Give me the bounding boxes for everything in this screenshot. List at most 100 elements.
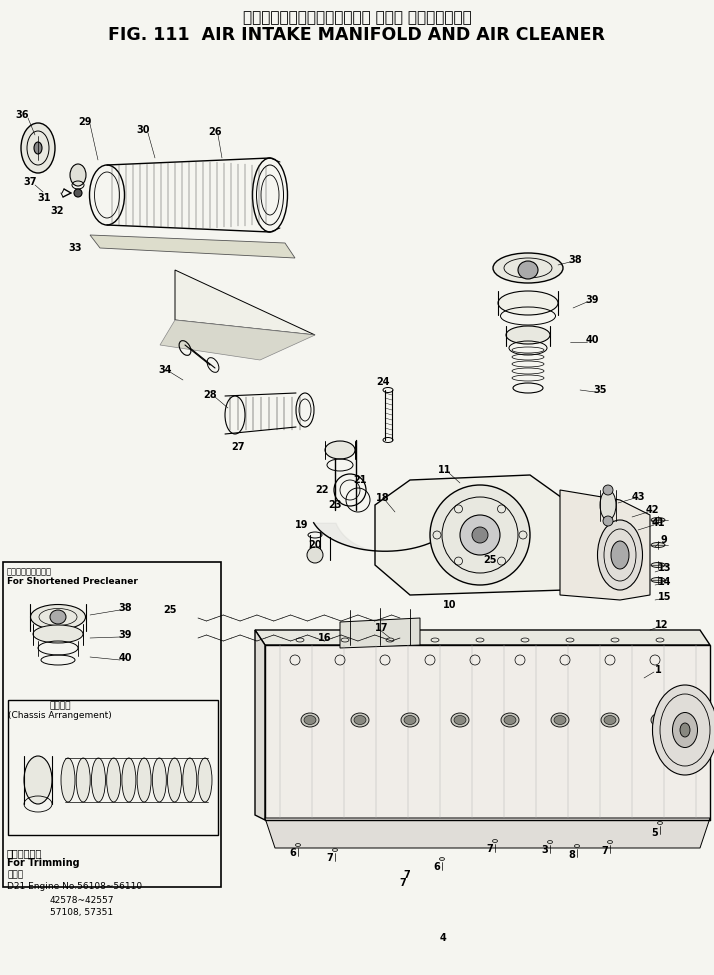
Ellipse shape [91,758,106,802]
Circle shape [472,527,488,543]
Text: 20: 20 [308,540,322,550]
Ellipse shape [354,716,366,724]
Ellipse shape [651,577,665,582]
Polygon shape [265,818,710,848]
Ellipse shape [333,848,338,851]
Text: D21 Engine No.56108~56110: D21 Engine No.56108~56110 [7,882,142,891]
Text: 車体準配: 車体準配 [49,701,71,711]
Ellipse shape [651,542,665,548]
Text: 37: 37 [24,177,36,187]
Circle shape [430,485,530,585]
Text: 40: 40 [585,335,599,345]
Text: 6: 6 [433,862,441,872]
Text: 5: 5 [652,828,658,838]
Ellipse shape [21,123,55,173]
Ellipse shape [351,713,369,727]
Text: (Chassis Arrangement): (Chassis Arrangement) [8,712,112,721]
Text: 42578~42557: 42578~42557 [50,896,114,905]
Text: 縮型プリクリーナ用: 縮型プリクリーナ用 [7,567,52,576]
Ellipse shape [651,713,669,727]
Ellipse shape [493,839,498,842]
Ellipse shape [501,713,519,727]
Text: 43: 43 [631,492,645,502]
Ellipse shape [680,723,690,737]
Ellipse shape [651,518,665,523]
Ellipse shape [548,840,553,843]
Circle shape [603,485,613,495]
Ellipse shape [168,758,181,802]
Ellipse shape [61,758,75,802]
Circle shape [307,547,323,563]
Text: 33: 33 [69,243,81,253]
Text: 7: 7 [400,878,406,888]
Polygon shape [90,235,295,258]
Ellipse shape [76,758,90,802]
Text: 4: 4 [440,933,446,943]
Ellipse shape [611,541,629,569]
Ellipse shape [122,758,136,802]
Text: 14: 14 [658,577,672,587]
Polygon shape [340,618,420,648]
Ellipse shape [598,520,643,590]
Ellipse shape [451,713,469,727]
Text: 7: 7 [403,870,411,880]
Text: 10: 10 [443,600,457,610]
Ellipse shape [106,758,121,802]
Text: 27: 27 [231,442,245,452]
Text: 7: 7 [326,853,333,863]
Text: 17: 17 [376,623,388,633]
Ellipse shape [24,756,52,804]
Ellipse shape [404,716,416,724]
Ellipse shape [325,441,355,459]
Ellipse shape [401,713,419,727]
Text: 25: 25 [483,555,497,565]
Ellipse shape [301,713,319,727]
Polygon shape [375,475,565,595]
Ellipse shape [601,713,619,727]
Text: 23: 23 [328,500,342,510]
Ellipse shape [33,625,83,643]
Text: 28: 28 [203,390,217,400]
Ellipse shape [551,713,569,727]
Text: 57108, 57351: 57108, 57351 [50,908,113,917]
Text: 31: 31 [37,193,51,203]
Text: 7: 7 [602,846,608,856]
Text: For Trimming: For Trimming [7,858,80,868]
Text: For Shortened Precleaner: For Shortened Precleaner [7,577,138,586]
Text: 9: 9 [660,535,668,545]
Text: 1: 1 [655,665,661,675]
Text: 6: 6 [290,848,296,858]
Text: 8: 8 [568,850,575,860]
Text: 40: 40 [119,653,132,663]
Ellipse shape [504,716,516,724]
Circle shape [74,189,82,197]
Ellipse shape [152,758,166,802]
Ellipse shape [304,716,316,724]
Ellipse shape [183,758,197,802]
Polygon shape [255,630,710,645]
Ellipse shape [518,261,538,279]
Text: 22: 22 [316,485,328,495]
Polygon shape [560,490,650,600]
Ellipse shape [454,716,466,724]
Bar [8,700,218,835]
Text: 34: 34 [159,365,172,375]
Ellipse shape [608,840,613,843]
Text: 35: 35 [593,385,607,395]
Ellipse shape [506,326,550,344]
Text: 39: 39 [119,630,132,640]
Ellipse shape [493,253,563,283]
Ellipse shape [498,291,558,315]
Text: 39: 39 [585,295,599,305]
Text: 26: 26 [208,127,222,137]
Text: 12: 12 [655,620,669,630]
Ellipse shape [575,844,580,847]
Text: エアーインテークマニホールド および エアークリーナ: エアーインテークマニホールド および エアークリーナ [243,10,471,25]
Text: 41: 41 [651,518,665,528]
Bar [3,562,221,887]
Text: 16: 16 [318,633,332,643]
Text: 7: 7 [487,844,493,854]
Ellipse shape [600,490,616,520]
Text: 15: 15 [658,592,672,602]
Ellipse shape [654,716,666,724]
